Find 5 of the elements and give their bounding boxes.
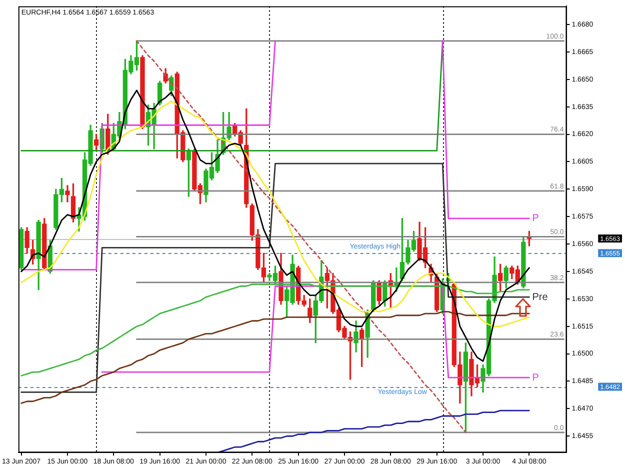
series-label: Pre [532,292,548,303]
candlestick [65,185,70,202]
series-label: P [532,372,540,384]
line-series [136,40,466,434]
series-label: P [532,213,540,224]
